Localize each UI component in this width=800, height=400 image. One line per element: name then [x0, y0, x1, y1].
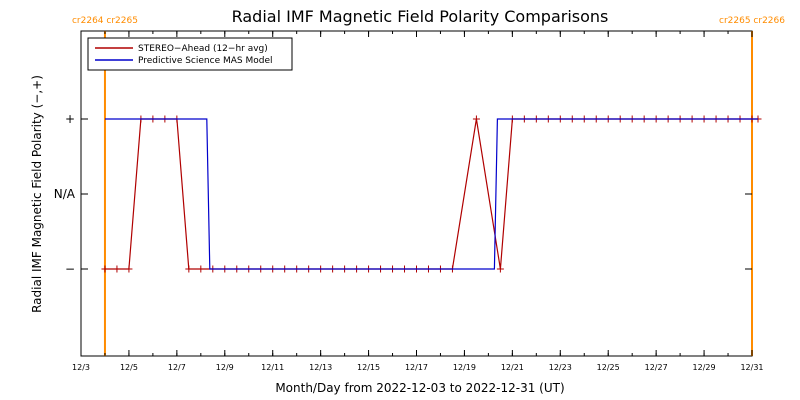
x-axis: 12/3 12/5 12/7 12/9 12/11 12/13 12/15 12/17 12/1… — [72, 31, 764, 372]
x-tick-label: 12/23 — [549, 363, 572, 372]
series-point — [496, 265, 504, 273]
series-lines — [101, 115, 762, 273]
series-line — [105, 118, 758, 270]
y-axis-title: Radial IMF Magnetic Field Polarity (−,+) — [30, 75, 44, 313]
series-point — [185, 265, 193, 273]
x-tick-label: 12/17 — [405, 363, 428, 372]
x-tick-label: 12/29 — [693, 363, 716, 372]
legend: STEREO−Ahead (12−hr avg) Predictive Scien… — [87, 37, 293, 71]
x-tick-label: 12/7 — [168, 363, 186, 372]
x-tick-label: 12/9 — [216, 363, 234, 372]
chart-title: Radial IMF Magnetic Field Polarity Compa… — [232, 7, 609, 26]
y-tick-label: − — [65, 262, 75, 276]
x-tick-label: 12/15 — [357, 363, 380, 372]
series-point — [472, 115, 480, 123]
series-point — [197, 265, 205, 273]
legend-label: STEREO−Ahead (12−hr avg) — [138, 44, 268, 54]
series-point — [101, 265, 109, 273]
x-tick-label: 12/3 — [72, 363, 90, 372]
plot-area — [80, 30, 753, 357]
carrington-label: cr2264 cr2265 — [72, 16, 138, 26]
y-axis: + N/A − — [54, 112, 752, 276]
series-line — [105, 118, 758, 270]
legend-box — [87, 37, 293, 71]
legend-label: Predictive Science MAS Model — [138, 56, 273, 66]
series-point — [113, 265, 121, 273]
x-tick-label: 12/31 — [740, 363, 763, 372]
x-tick-label: 12/5 — [120, 363, 138, 372]
x-tick-label: 12/25 — [597, 363, 620, 372]
x-tick-label: 12/11 — [261, 363, 284, 372]
x-axis-title: Month/Day from 2022-12-03 to 2022-12-31 … — [275, 381, 564, 395]
y-tick-label: N/A — [54, 187, 76, 201]
x-tick-label: 12/13 — [309, 363, 332, 372]
x-tick-label: 12/19 — [453, 363, 476, 372]
y-tick-label: + — [65, 112, 75, 126]
carrington-label: cr2265 cr2266 — [719, 16, 785, 26]
series-point — [125, 265, 133, 273]
x-tick-label: 12/21 — [501, 363, 524, 372]
x-tick-label: 12/27 — [645, 363, 668, 372]
